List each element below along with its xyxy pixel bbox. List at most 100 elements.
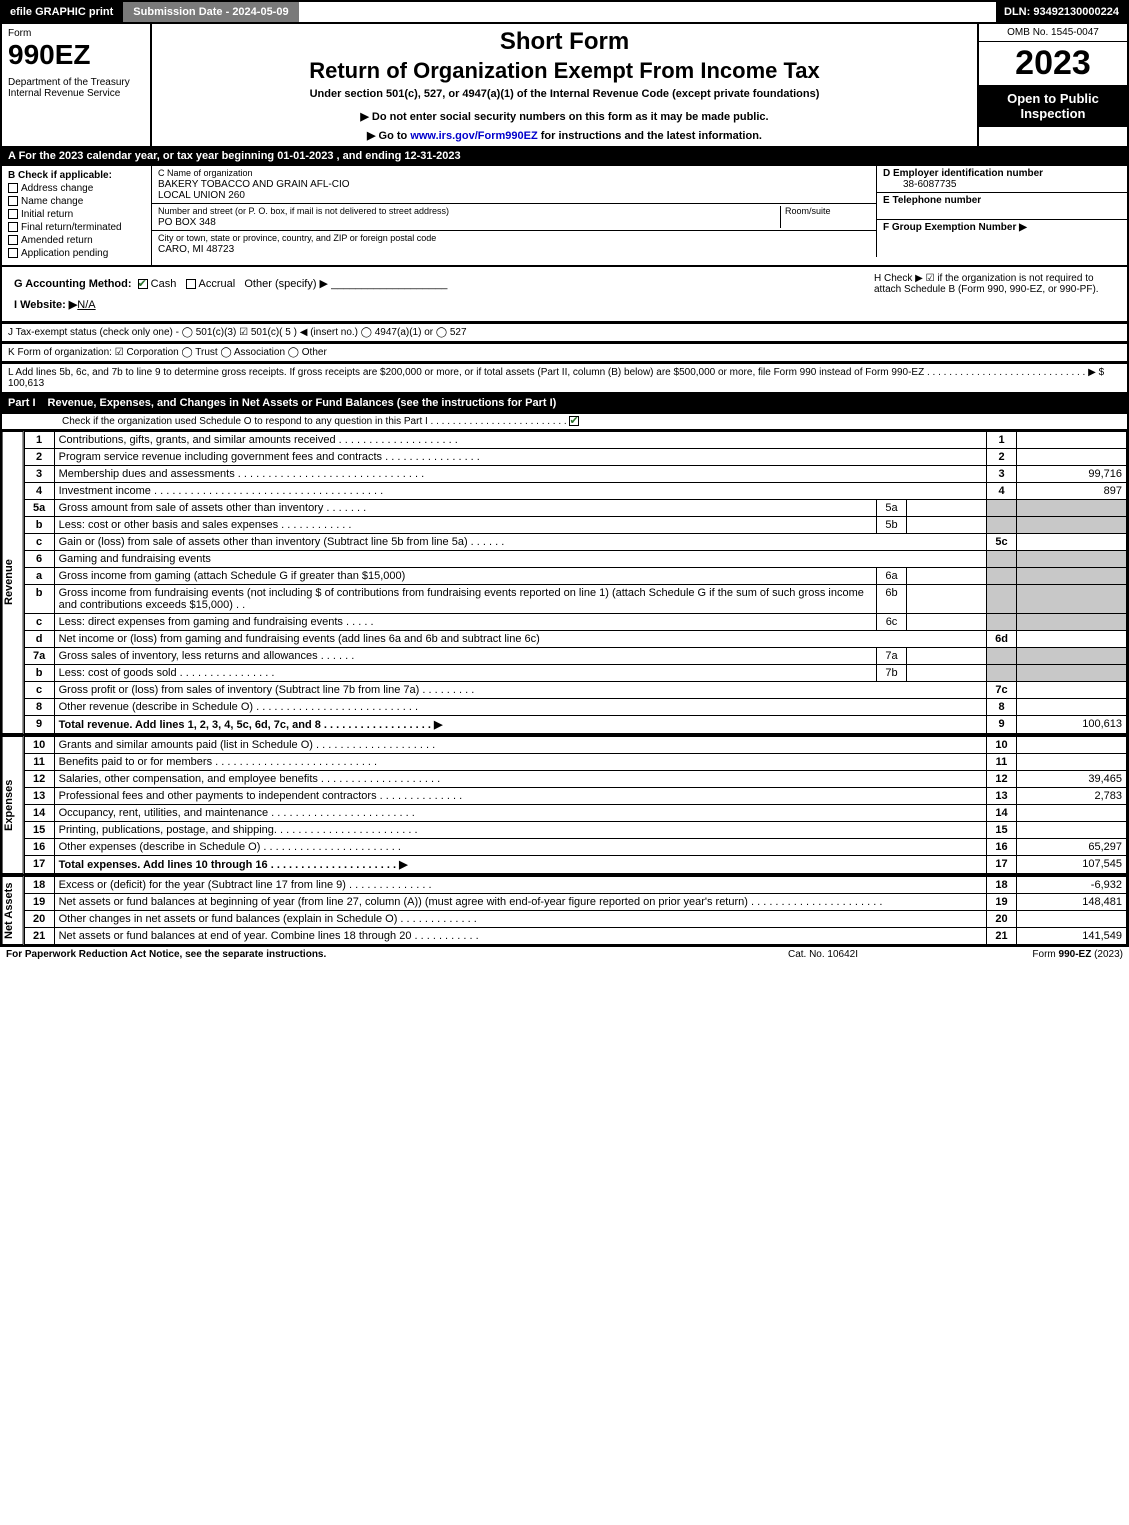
short-form-title: Short Form — [162, 28, 967, 56]
ein: 38-6087735 — [883, 179, 956, 190]
expenses-table: 10Grants and similar amounts paid (list … — [24, 736, 1127, 874]
line-13: 13Professional fees and other payments t… — [24, 788, 1126, 805]
footer-center: Cat. No. 10642I — [723, 949, 923, 960]
part1-header: Part I Revenue, Expenses, and Changes in… — [0, 394, 1129, 414]
efile-label: efile GRAPHIC print — [2, 2, 121, 22]
chk-initial-return[interactable]: Initial return — [8, 209, 145, 220]
dept-label: Department of the Treasury Internal Reve… — [8, 77, 144, 99]
dln-label: DLN: 93492130000224 — [996, 2, 1127, 22]
line-11: 11Benefits paid to or for members . . . … — [24, 754, 1126, 771]
line-16: 16Other expenses (describe in Schedule O… — [24, 839, 1126, 856]
tax-year: 2023 — [979, 42, 1127, 85]
org-street: PO BOX 348 — [158, 217, 216, 228]
top-bar: efile GRAPHIC print Submission Date - 20… — [0, 0, 1129, 24]
i-lbl: I Website: ▶ — [14, 299, 77, 311]
col-c: C Name of organizationBAKERY TOBACCO AND… — [152, 166, 877, 257]
line-4: 4Investment income . . . . . . . . . . .… — [24, 483, 1126, 500]
line-2: 2Program service revenue including gover… — [24, 449, 1126, 466]
irs-link[interactable]: www.irs.gov/Form990EZ — [410, 130, 537, 142]
line-10: 10Grants and similar amounts paid (list … — [24, 737, 1126, 754]
line-6b: bGross income from fundraising events (n… — [24, 585, 1126, 614]
line-a: A For the 2023 calendar year, or tax yea… — [0, 148, 1129, 166]
line-6: 6Gaming and fundraising events — [24, 551, 1126, 568]
chk-application-pending[interactable]: Application pending — [8, 248, 145, 259]
line-15: 15Printing, publications, postage, and s… — [24, 822, 1126, 839]
line-8: 8Other revenue (describe in Schedule O) … — [24, 699, 1126, 716]
revenue-table: 1Contributions, gifts, grants, and simil… — [24, 431, 1127, 734]
line-3: 3Membership dues and assessments . . . .… — [24, 466, 1126, 483]
col-b: B Check if applicable: Address change Na… — [2, 166, 152, 265]
c-name-lbl: C Name of organization — [158, 168, 253, 178]
chk-cash[interactable] — [138, 279, 148, 289]
part1-title: Revenue, Expenses, and Changes in Net As… — [48, 397, 557, 409]
line-6a: aGross income from gaming (attach Schedu… — [24, 568, 1126, 585]
org-name: BAKERY TOBACCO AND GRAIN AFL-CIO LOCAL U… — [158, 179, 350, 201]
line-j: J Tax-exempt status (check only one) - ◯… — [0, 323, 1129, 343]
line-5a: 5aGross amount from sale of assets other… — [24, 500, 1126, 517]
part1-schedule-o-check[interactable] — [569, 416, 579, 426]
website-note: ▶ Go to www.irs.gov/Form990EZ for instru… — [162, 129, 967, 142]
netassets-vlabel: Net Assets — [2, 876, 24, 945]
section-b-through-f: B Check if applicable: Address change Na… — [0, 166, 1129, 267]
e-lbl: E Telephone number — [883, 195, 981, 206]
expenses-vlabel: Expenses — [2, 736, 24, 874]
g-lbl: G Accounting Method: — [14, 278, 132, 290]
chk-accrual[interactable] — [186, 279, 196, 289]
omb-number: OMB No. 1545-0047 — [979, 24, 1127, 42]
ssn-note: ▶ Do not enter social security numbers o… — [162, 110, 967, 123]
revenue-vlabel: Revenue — [2, 431, 24, 734]
submission-date: Submission Date - 2024-05-09 — [121, 2, 298, 22]
line-14: 14Occupancy, rent, utilities, and mainte… — [24, 805, 1126, 822]
line-g: G Accounting Method: Cash Accrual Other … — [8, 273, 861, 294]
line-5b: bLess: cost or other basis and sales exp… — [24, 517, 1126, 534]
chk-address-change[interactable]: Address change — [8, 183, 145, 194]
footer-right: Form 990-EZ (2023) — [923, 949, 1123, 960]
g-other: Other (specify) ▶ — [244, 278, 328, 290]
line-6c: cLess: direct expenses from gaming and f… — [24, 614, 1126, 631]
form-header: Form 990EZ Department of the Treasury In… — [0, 24, 1129, 148]
col-cdef: C Name of organizationBAKERY TOBACCO AND… — [152, 166, 1127, 265]
page-footer: For Paperwork Reduction Act Notice, see … — [0, 947, 1129, 962]
ghi-left: G Accounting Method: Cash Accrual Other … — [2, 267, 867, 321]
l-val: 100,613 — [8, 378, 44, 389]
netassets-section: Net Assets 18Excess or (deficit) for the… — [0, 876, 1129, 947]
header-left: Form 990EZ Department of the Treasury In… — [2, 24, 152, 146]
l-text: L Add lines 5b, 6c, and 7b to line 9 to … — [8, 367, 1104, 378]
main-title: Return of Organization Exempt From Incom… — [162, 58, 967, 84]
line-18: 18Excess or (deficit) for the year (Subt… — [24, 877, 1126, 894]
line-h: H Check ▶ ☑ if the organization is not r… — [867, 267, 1127, 321]
c-street-lbl: Number and street (or P. O. box, if mail… — [158, 206, 449, 216]
line-7a: 7aGross sales of inventory, less returns… — [24, 648, 1126, 665]
line-6d: dNet income or (loss) from gaming and fu… — [24, 631, 1126, 648]
line-21: 21Net assets or fund balances at end of … — [24, 928, 1126, 945]
line-20: 20Other changes in net assets or fund ba… — [24, 911, 1126, 928]
header-center: Short Form Return of Organization Exempt… — [152, 24, 977, 146]
expenses-section: Expenses 10Grants and similar amounts pa… — [0, 736, 1129, 876]
footer-left: For Paperwork Reduction Act Notice, see … — [6, 949, 723, 960]
b-label: B Check if applicable: — [8, 170, 112, 181]
line-l: L Add lines 5b, 6c, and 7b to line 9 to … — [0, 363, 1129, 394]
chk-name-change[interactable]: Name change — [8, 196, 145, 207]
line-17: 17Total expenses. Add lines 10 through 1… — [24, 856, 1126, 874]
line-12: 12Salaries, other compensation, and empl… — [24, 771, 1126, 788]
f-lbl: F Group Exemption Number ▶ — [883, 222, 1027, 233]
form-number: 990EZ — [8, 39, 144, 71]
line-1: 1Contributions, gifts, grants, and simil… — [24, 432, 1126, 449]
line-i: I Website: ▶N/A — [8, 294, 861, 315]
chk-amended[interactable]: Amended return — [8, 235, 145, 246]
netassets-table: 18Excess or (deficit) for the year (Subt… — [24, 876, 1127, 945]
col-def: D Employer identification number38-60877… — [877, 166, 1127, 257]
c-city-lbl: City or town, state or province, country… — [158, 233, 436, 243]
subtitle: Under section 501(c), 527, or 4947(a)(1)… — [162, 88, 967, 100]
part1-label: Part I — [8, 397, 48, 409]
website-val: N/A — [77, 299, 95, 311]
part1-sub-text: Check if the organization used Schedule … — [62, 416, 567, 427]
org-city: CARO, MI 48723 — [158, 244, 234, 255]
line-k: K Form of organization: ☑ Corporation ◯ … — [0, 343, 1129, 363]
line-9: 9Total revenue. Add lines 1, 2, 3, 4, 5c… — [24, 716, 1126, 734]
open-to-public: Open to Public Inspection — [979, 85, 1127, 127]
line-19: 19Net assets or fund balances at beginni… — [24, 894, 1126, 911]
chk-final-return[interactable]: Final return/terminated — [8, 222, 145, 233]
form-label: Form — [8, 28, 144, 39]
line-5c: cGain or (loss) from sale of assets othe… — [24, 534, 1126, 551]
